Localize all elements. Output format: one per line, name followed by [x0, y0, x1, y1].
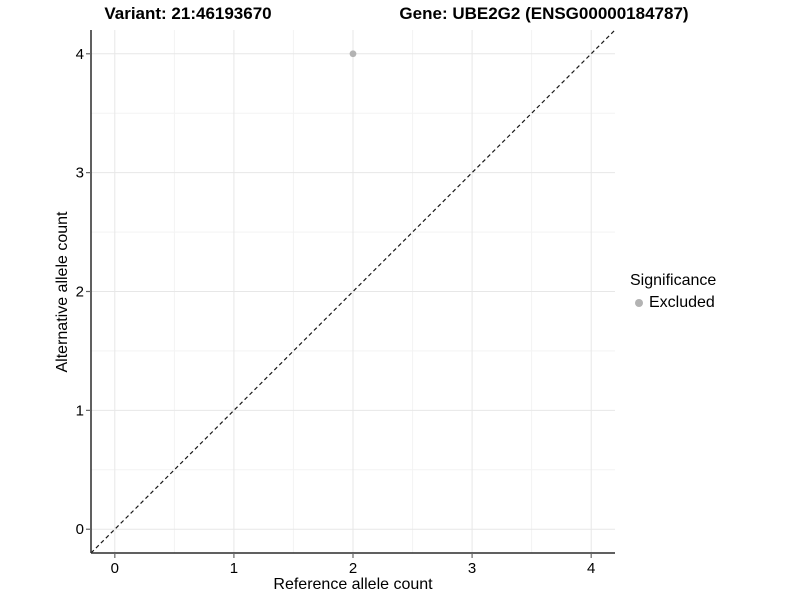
x-tick-label: 0	[111, 560, 119, 577]
x-tick-label: 3	[468, 560, 476, 577]
legend-title: Significance	[630, 272, 717, 289]
y-tick-label: 3	[76, 165, 84, 182]
y-tick-label: 1	[76, 402, 84, 419]
diagonal-reference-line	[90, 29, 616, 554]
x-tick-label: 1	[230, 560, 238, 577]
y-tick-label: 2	[76, 284, 84, 301]
variant-title: Variant: 21:46193670	[104, 4, 272, 23]
y-axis-title: Alternative allele count	[54, 211, 71, 373]
y-tick-label: 4	[76, 46, 84, 63]
gene-title: Gene: UBE2G2 (ENSG00000184787)	[399, 4, 689, 23]
y-tick-label: 0	[76, 521, 84, 538]
x-tick-label: 4	[587, 560, 595, 577]
legend-item-excluded: Excluded	[630, 293, 716, 312]
x-axis-title: Reference allele count	[273, 576, 433, 593]
data-point	[349, 50, 357, 58]
x-tick-label: 2	[349, 560, 357, 577]
legend: Significance Excluded	[630, 271, 716, 312]
excluded-point-icon	[635, 298, 643, 307]
legend-item-label: Excluded	[649, 294, 715, 311]
